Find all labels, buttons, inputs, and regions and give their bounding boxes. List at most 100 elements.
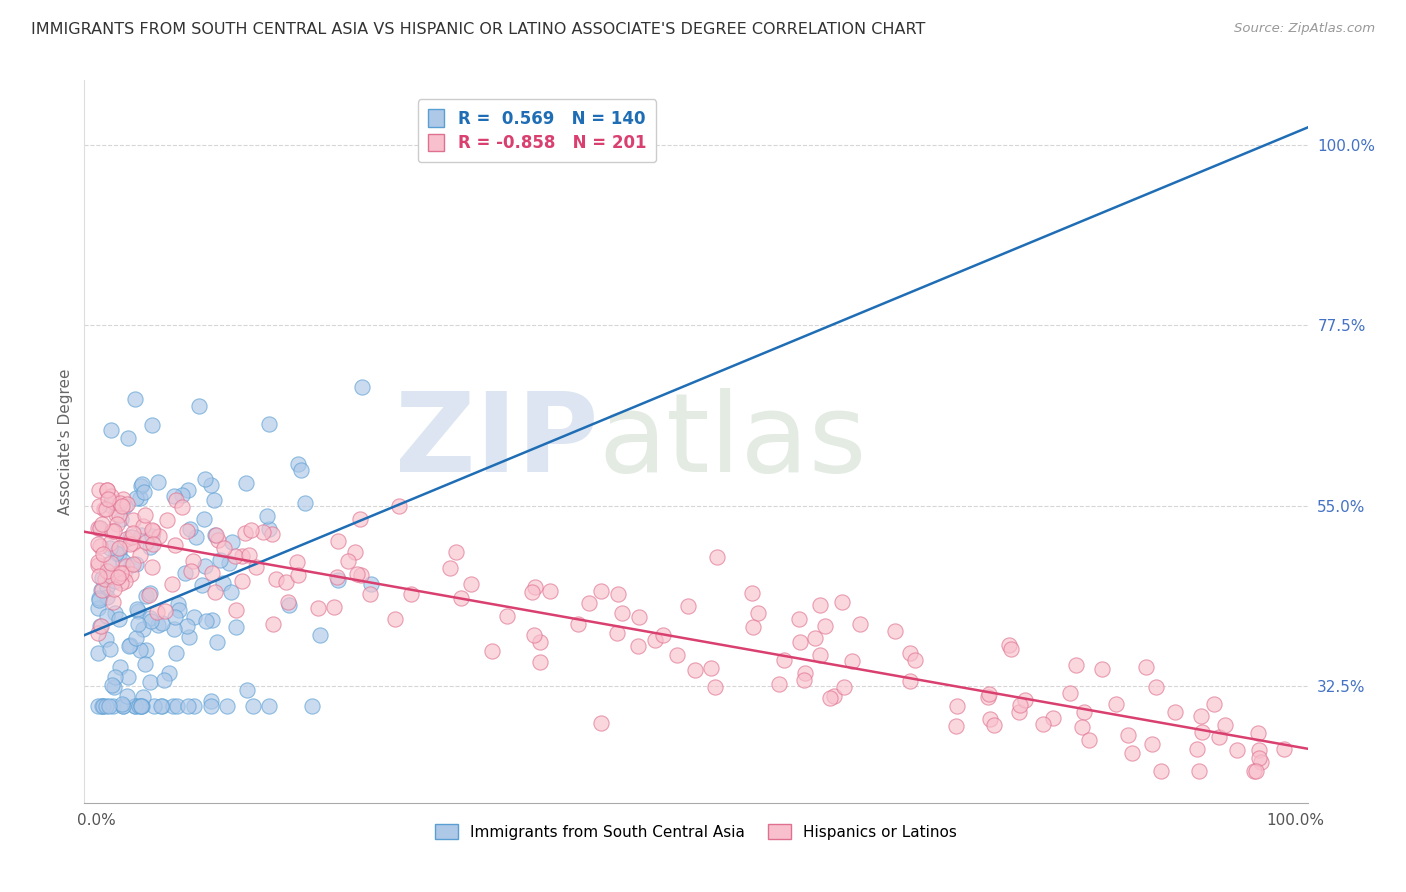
Point <box>124 631 146 645</box>
Point <box>176 618 198 632</box>
Point <box>242 699 264 714</box>
Point <box>101 524 124 539</box>
Point <box>108 541 131 555</box>
Point <box>703 680 725 694</box>
Point <box>231 574 253 588</box>
Point <box>87 521 110 535</box>
Point <box>627 640 650 654</box>
Point <box>163 623 186 637</box>
Point <box>149 699 172 714</box>
Point <box>257 417 280 431</box>
Point <box>103 524 125 538</box>
Point <box>589 584 612 599</box>
Point <box>773 653 796 667</box>
Point <box>98 541 121 555</box>
Point <box>481 644 503 658</box>
Point <box>94 572 117 586</box>
Point <box>167 602 190 616</box>
Point <box>450 591 472 605</box>
Point <box>124 699 146 714</box>
Point <box>96 632 118 647</box>
Point <box>883 624 905 639</box>
Point <box>399 587 422 601</box>
Point <box>90 618 112 632</box>
Point <box>578 597 600 611</box>
Point <box>1059 685 1081 699</box>
Point <box>977 690 1000 704</box>
Point <box>131 699 153 714</box>
Point <box>1244 764 1267 778</box>
Point <box>1164 706 1187 720</box>
Point <box>612 606 634 620</box>
Point <box>307 600 329 615</box>
Point <box>176 524 198 538</box>
Point <box>193 512 215 526</box>
Point <box>841 654 863 668</box>
Point <box>276 574 298 589</box>
Point <box>107 566 129 580</box>
Point <box>97 557 120 571</box>
Point <box>118 537 141 551</box>
Point <box>238 548 260 562</box>
Point <box>1249 751 1271 765</box>
Point <box>742 619 765 633</box>
Point <box>591 715 613 730</box>
Point <box>135 643 157 657</box>
Point <box>201 613 224 627</box>
Point <box>167 597 190 611</box>
Point <box>96 483 118 497</box>
Point <box>138 675 160 690</box>
Point <box>139 610 162 624</box>
Point <box>204 585 226 599</box>
Point <box>768 677 790 691</box>
Point <box>1121 746 1143 760</box>
Legend: Immigrants from South Central Asia, Hispanics or Latinos: Immigrants from South Central Asia, Hisp… <box>429 818 963 846</box>
Point <box>122 558 145 572</box>
Point <box>89 569 111 583</box>
Point <box>323 600 346 615</box>
Point <box>104 546 127 560</box>
Point <box>676 599 699 613</box>
Point <box>983 717 1005 731</box>
Point <box>294 496 316 510</box>
Point <box>1188 764 1211 778</box>
Point <box>202 493 225 508</box>
Point <box>350 567 373 582</box>
Point <box>207 533 229 548</box>
Point <box>103 582 125 596</box>
Point <box>111 491 134 506</box>
Point <box>233 526 256 541</box>
Point <box>141 417 163 432</box>
Point <box>1014 692 1036 706</box>
Point <box>107 508 129 523</box>
Point <box>301 699 323 714</box>
Point <box>979 687 1001 701</box>
Point <box>460 577 482 591</box>
Point <box>204 528 226 542</box>
Point <box>529 655 551 669</box>
Point <box>177 483 200 497</box>
Point <box>162 699 184 714</box>
Point <box>706 549 728 564</box>
Point <box>496 609 519 624</box>
Point <box>1272 742 1295 756</box>
Point <box>194 558 217 573</box>
Point <box>91 699 114 714</box>
Point <box>129 528 152 542</box>
Point <box>1042 711 1064 725</box>
Point <box>124 699 146 714</box>
Point <box>337 554 360 568</box>
Point <box>93 502 115 516</box>
Point <box>1226 743 1249 757</box>
Point <box>794 665 817 680</box>
Point <box>359 587 381 601</box>
Point <box>225 620 247 634</box>
Point <box>100 423 122 437</box>
Point <box>131 476 153 491</box>
Point <box>153 603 176 617</box>
Point <box>110 566 132 581</box>
Text: IMMIGRANTS FROM SOUTH CENTRAL ASIA VS HISPANIC OR LATINO ASSOCIATE'S DEGREE CORR: IMMIGRANTS FROM SOUTH CENTRAL ASIA VS HI… <box>31 22 925 37</box>
Point <box>793 673 815 687</box>
Point <box>89 539 111 553</box>
Point <box>125 491 148 505</box>
